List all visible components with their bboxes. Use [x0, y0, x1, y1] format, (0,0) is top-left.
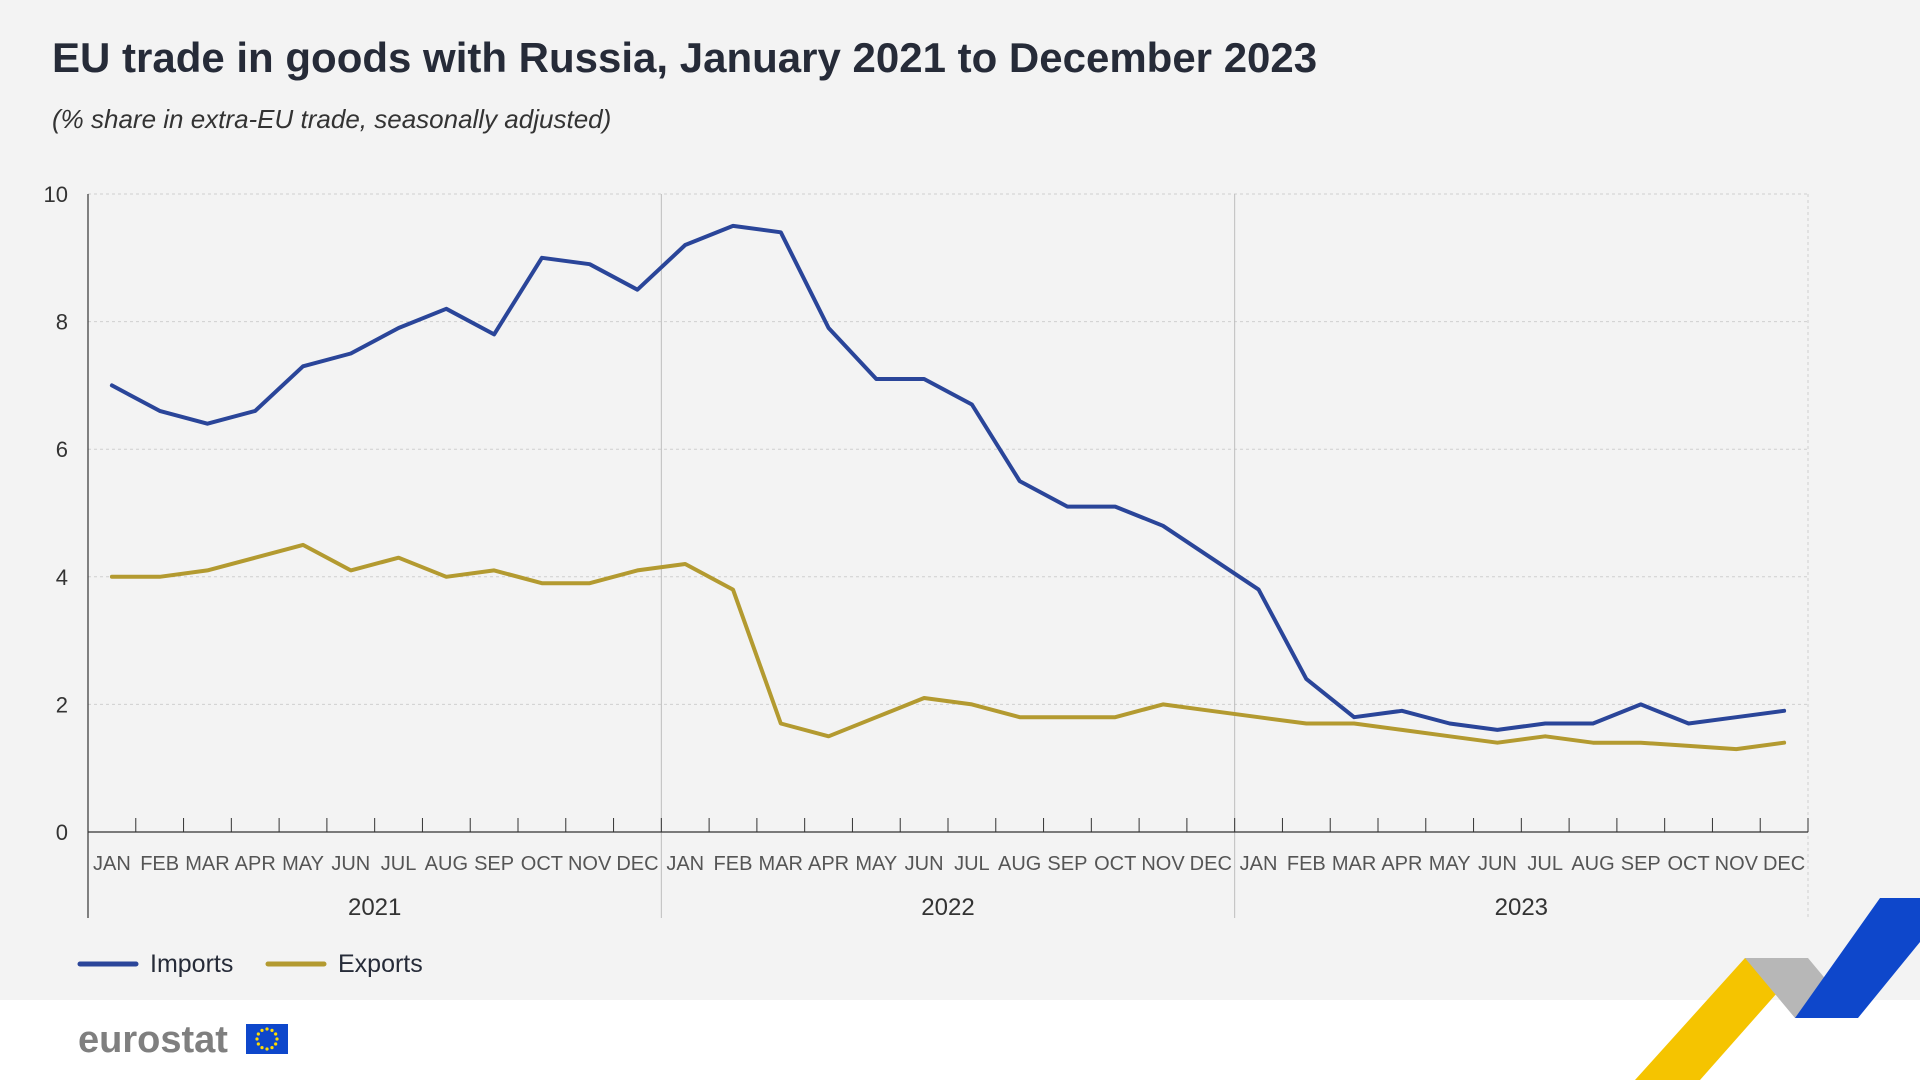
month-label: AUG [998, 853, 1041, 875]
month-label: APR [235, 853, 276, 875]
month-label: JUL [954, 853, 990, 875]
eu-star [275, 1037, 279, 1041]
eu-star [260, 1046, 264, 1050]
legend-label-exports: Exports [338, 950, 423, 978]
month-label: MAY [1429, 853, 1471, 875]
brand-ribbon-graphic [1635, 898, 1920, 1080]
y-tick-label: 4 [56, 565, 68, 590]
month-label: MAY [855, 853, 897, 875]
series-line-imports [109, 223, 1787, 732]
eu-star [256, 1032, 260, 1036]
grid-layer [88, 193, 1809, 918]
month-label: AUG [425, 853, 468, 875]
eu-star [270, 1046, 274, 1050]
month-label: JUN [905, 853, 944, 875]
eu-star [270, 1028, 274, 1032]
eu-stars [255, 1027, 279, 1051]
month-label: MAY [282, 853, 324, 875]
month-label: AUG [1571, 853, 1614, 875]
eurostat-logo-text: eurostat [78, 1019, 228, 1061]
month-label: NOV [568, 853, 612, 875]
y-tick-label: 6 [56, 437, 68, 462]
year-label: 2023 [1495, 894, 1548, 921]
month-label: OCT [521, 853, 563, 875]
ribbon-yellow [1635, 958, 1808, 1080]
chart-subtitle: (% share in extra-EU trade, seasonally a… [52, 104, 611, 134]
footer-background [0, 1000, 1920, 1080]
month-label: FEB [714, 853, 753, 875]
month-label: JAN [1240, 853, 1278, 875]
chart-title: EU trade in goods with Russia, January 2… [52, 34, 1317, 81]
month-label: JUL [381, 853, 417, 875]
year-label: 2021 [348, 894, 401, 921]
eu-star [274, 1032, 278, 1036]
eu-star [265, 1027, 269, 1031]
eu-star [255, 1037, 259, 1041]
month-label: OCT [1094, 853, 1136, 875]
year-label: 2022 [921, 894, 974, 921]
y-tick-label: 0 [56, 820, 68, 845]
eu-star [265, 1047, 269, 1051]
month-label: NOV [1715, 853, 1759, 875]
month-label: DEC [1763, 853, 1805, 875]
month-label: APR [808, 853, 849, 875]
month-label: DEC [616, 853, 658, 875]
month-label: DEC [1190, 853, 1232, 875]
month-label: MAR [1332, 853, 1376, 875]
y-tick-label: 2 [56, 692, 68, 717]
y-tick-label: 8 [56, 310, 68, 335]
month-label: FEB [140, 853, 179, 875]
month-label: FEB [1287, 853, 1326, 875]
month-label: SEP [1047, 853, 1087, 875]
month-label: JAN [666, 853, 704, 875]
eu-star [260, 1028, 264, 1032]
month-label: OCT [1667, 853, 1709, 875]
month-label: NOV [1141, 853, 1185, 875]
y-tick-label: 10 [44, 182, 68, 207]
chart-background [0, 0, 1920, 1000]
month-label: MAR [759, 853, 803, 875]
eu-star [256, 1042, 260, 1046]
month-label: SEP [1621, 853, 1661, 875]
eurostat-logo: eurostat [78, 1019, 288, 1061]
month-label: MAR [185, 853, 229, 875]
ribbon-blue [1795, 898, 1920, 1018]
month-label: JUL [1527, 853, 1563, 875]
series-line-exports [109, 542, 1787, 752]
eu-star [274, 1042, 278, 1046]
month-label: JUN [1478, 853, 1517, 875]
legend-label-imports: Imports [150, 950, 233, 978]
month-label: SEP [474, 853, 514, 875]
month-label: JAN [93, 853, 131, 875]
month-label: JUN [331, 853, 370, 875]
legend: Imports Exports [77, 950, 423, 978]
series-layer [109, 223, 1787, 752]
month-label: APR [1381, 853, 1422, 875]
